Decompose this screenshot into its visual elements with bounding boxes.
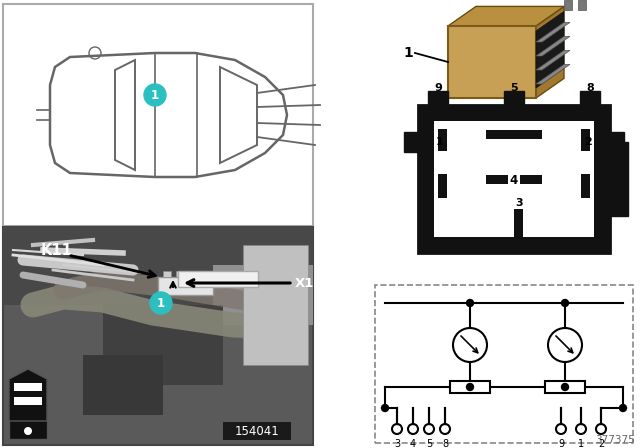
Bar <box>83 355 163 415</box>
Bar <box>14 383 42 391</box>
Text: K11: K11 <box>41 242 73 258</box>
Bar <box>486 130 542 139</box>
Bar <box>514 209 523 237</box>
Bar <box>163 271 171 277</box>
Text: 3: 3 <box>394 439 400 448</box>
Bar <box>176 271 184 277</box>
Text: 4: 4 <box>410 439 416 448</box>
Text: X1242: X1242 <box>295 276 342 289</box>
Text: 5: 5 <box>510 83 518 93</box>
Bar <box>213 265 313 325</box>
Text: 1: 1 <box>157 297 165 310</box>
Bar <box>545 381 585 393</box>
Text: 154041: 154041 <box>235 425 280 438</box>
Circle shape <box>467 300 474 306</box>
Circle shape <box>620 405 627 412</box>
Bar <box>3 4 313 226</box>
Text: 1: 1 <box>151 89 159 102</box>
Text: 2: 2 <box>598 439 604 448</box>
Polygon shape <box>536 6 564 98</box>
Bar <box>9 379 47 439</box>
Bar <box>438 174 447 198</box>
Text: 9: 9 <box>558 439 564 448</box>
Bar <box>189 271 197 277</box>
Polygon shape <box>536 36 570 56</box>
Polygon shape <box>536 22 570 42</box>
Text: 1: 1 <box>578 439 584 448</box>
Text: 1: 1 <box>436 137 444 147</box>
Text: 4: 4 <box>510 173 518 186</box>
Polygon shape <box>536 65 570 84</box>
Bar <box>428 91 448 107</box>
Bar <box>580 91 600 107</box>
Circle shape <box>144 84 166 106</box>
Text: 8: 8 <box>442 439 448 448</box>
Circle shape <box>561 300 568 306</box>
Text: 2: 2 <box>584 137 592 147</box>
Bar <box>578 0 586 10</box>
Text: 9: 9 <box>434 83 442 93</box>
Bar <box>581 174 590 198</box>
Polygon shape <box>536 51 570 70</box>
Bar <box>564 0 572 10</box>
Bar <box>375 285 633 443</box>
Bar <box>103 305 223 385</box>
Bar <box>243 245 308 365</box>
Bar <box>608 142 628 216</box>
Bar <box>448 26 536 98</box>
Bar <box>610 132 624 152</box>
Bar <box>434 121 594 237</box>
Bar <box>450 381 490 393</box>
Polygon shape <box>448 6 564 26</box>
Text: 1: 1 <box>403 46 413 60</box>
Text: 377375: 377375 <box>595 435 635 445</box>
Bar <box>404 132 418 152</box>
Bar <box>418 105 610 253</box>
Bar <box>158 277 213 295</box>
Bar <box>3 227 313 305</box>
Polygon shape <box>536 11 564 88</box>
Bar <box>223 422 291 440</box>
Circle shape <box>561 383 568 391</box>
Bar <box>504 91 524 107</box>
Circle shape <box>150 292 172 314</box>
Bar <box>3 227 313 445</box>
Bar <box>14 397 42 405</box>
Circle shape <box>381 405 388 412</box>
Bar <box>178 271 258 287</box>
Text: 8: 8 <box>586 83 594 93</box>
Polygon shape <box>9 369 47 421</box>
Circle shape <box>467 383 474 391</box>
Text: 3: 3 <box>515 198 523 208</box>
Text: 5: 5 <box>426 439 432 448</box>
Bar <box>486 175 542 184</box>
Bar <box>581 129 590 151</box>
Circle shape <box>24 427 32 435</box>
Bar <box>438 129 447 151</box>
